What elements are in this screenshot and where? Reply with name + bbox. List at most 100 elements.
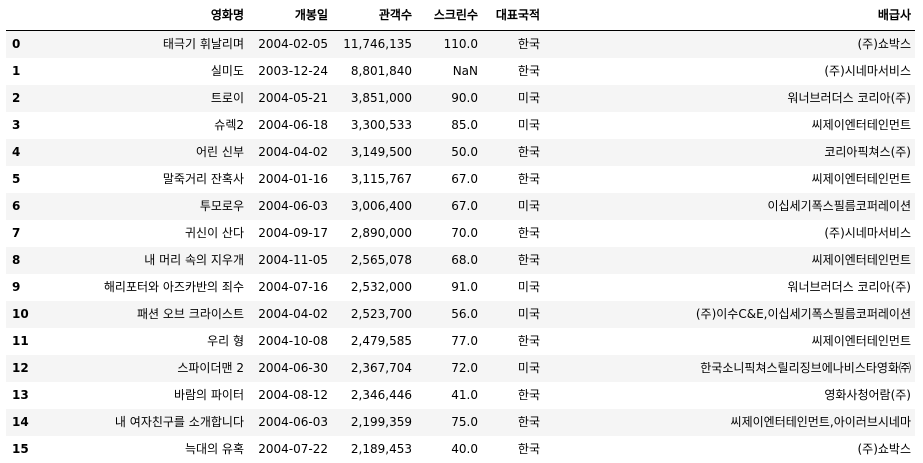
cell-release-date: 2004-06-30: [248, 355, 332, 382]
cell-country: 미국: [482, 355, 544, 382]
cell-distributor: 이십세기폭스필름코퍼레이션: [544, 193, 915, 220]
cell-screens: 91.0: [416, 274, 482, 301]
column-header-distributor: 배급사: [544, 0, 915, 31]
cell-screens: NaN: [416, 58, 482, 85]
cell-distributor: 코리아픽쳐스(주): [544, 139, 915, 166]
cell-screens: 70.0: [416, 220, 482, 247]
row-index: 3: [6, 112, 56, 139]
cell-title: 바람의 파이터: [56, 382, 248, 409]
cell-screens: 90.0: [416, 85, 482, 112]
cell-country: 한국: [482, 220, 544, 247]
cell-screens: 75.0: [416, 409, 482, 436]
cell-distributor: 씨제이엔터테인먼트,아이러브시네마: [544, 409, 915, 436]
cell-audience: 2,367,704: [332, 355, 416, 382]
cell-distributor: (주)시네마서비스: [544, 220, 915, 247]
cell-release-date: 2004-05-21: [248, 85, 332, 112]
cell-audience: 11,746,135: [332, 31, 416, 59]
cell-title: 내 머리 속의 지우개: [56, 247, 248, 274]
cell-country: 한국: [482, 139, 544, 166]
cell-release-date: 2004-04-02: [248, 301, 332, 328]
cell-audience: 8,801,840: [332, 58, 416, 85]
cell-screens: 110.0: [416, 31, 482, 59]
cell-title: 내 여자친구를 소개합니다: [56, 409, 248, 436]
cell-distributor: (주)이수C&E,이십세기폭스필름코퍼레이션: [544, 301, 915, 328]
cell-country: 한국: [482, 436, 544, 463]
cell-country: 미국: [482, 274, 544, 301]
cell-release-date: 2004-06-18: [248, 112, 332, 139]
column-header-country: 대표국적: [482, 0, 544, 31]
cell-country: 한국: [482, 382, 544, 409]
row-index: 14: [6, 409, 56, 436]
row-index: 9: [6, 274, 56, 301]
column-header-screens: 스크린수: [416, 0, 482, 31]
cell-title: 늑대의 유혹: [56, 436, 248, 463]
cell-audience: 2,199,359: [332, 409, 416, 436]
cell-screens: 50.0: [416, 139, 482, 166]
row-index: 4: [6, 139, 56, 166]
row-index: 7: [6, 220, 56, 247]
cell-distributor: 워너브러더스 코리아(주): [544, 274, 915, 301]
row-index: 5: [6, 166, 56, 193]
column-header-title: 영화명: [56, 0, 248, 31]
cell-country: 미국: [482, 85, 544, 112]
cell-distributor: 씨제이엔터테인먼트: [544, 328, 915, 355]
cell-audience: 2,189,453: [332, 436, 416, 463]
cell-title: 실미도: [56, 58, 248, 85]
table-header: 영화명 개봉일 관객수 스크린수 대표국적 배급사: [6, 0, 915, 31]
cell-title: 스파이더맨 2: [56, 355, 248, 382]
column-header-release: 개봉일: [248, 0, 332, 31]
cell-distributor: (주)시네마서비스: [544, 58, 915, 85]
cell-audience: 3,851,000: [332, 85, 416, 112]
cell-title: 귀신이 산다: [56, 220, 248, 247]
cell-distributor: 씨제이엔터테인먼트: [544, 247, 915, 274]
cell-release-date: 2004-09-17: [248, 220, 332, 247]
cell-release-date: 2004-07-16: [248, 274, 332, 301]
row-index: 6: [6, 193, 56, 220]
cell-title: 어린 신부: [56, 139, 248, 166]
cell-audience: 3,115,767: [332, 166, 416, 193]
cell-screens: 67.0: [416, 193, 482, 220]
cell-country: 한국: [482, 166, 544, 193]
cell-country: 미국: [482, 193, 544, 220]
row-index: 0: [6, 31, 56, 59]
cell-title: 패션 오브 크라이스트: [56, 301, 248, 328]
cell-distributor: 영화사청어람(주): [544, 382, 915, 409]
cell-screens: 41.0: [416, 382, 482, 409]
cell-country: 한국: [482, 31, 544, 59]
cell-title: 태극기 휘날리며: [56, 31, 248, 59]
cell-audience: 2,565,078: [332, 247, 416, 274]
cell-audience: 2,523,700: [332, 301, 416, 328]
row-index: 10: [6, 301, 56, 328]
cell-title: 우리 형: [56, 328, 248, 355]
cell-screens: 72.0: [416, 355, 482, 382]
cell-release-date: 2004-02-05: [248, 31, 332, 59]
cell-release-date: 2004-01-16: [248, 166, 332, 193]
row-index: 1: [6, 58, 56, 85]
cell-audience: 3,149,500: [332, 139, 416, 166]
cell-release-date: 2004-06-03: [248, 409, 332, 436]
cell-screens: 77.0: [416, 328, 482, 355]
cell-release-date: 2004-06-03: [248, 193, 332, 220]
row-index: 13: [6, 382, 56, 409]
cell-distributor: (주)쇼박스: [544, 436, 915, 463]
cell-screens: 40.0: [416, 436, 482, 463]
cell-audience: 3,006,400: [332, 193, 416, 220]
cell-title: 트로이: [56, 85, 248, 112]
cell-release-date: 2004-07-22: [248, 436, 332, 463]
cell-country: 한국: [482, 409, 544, 436]
